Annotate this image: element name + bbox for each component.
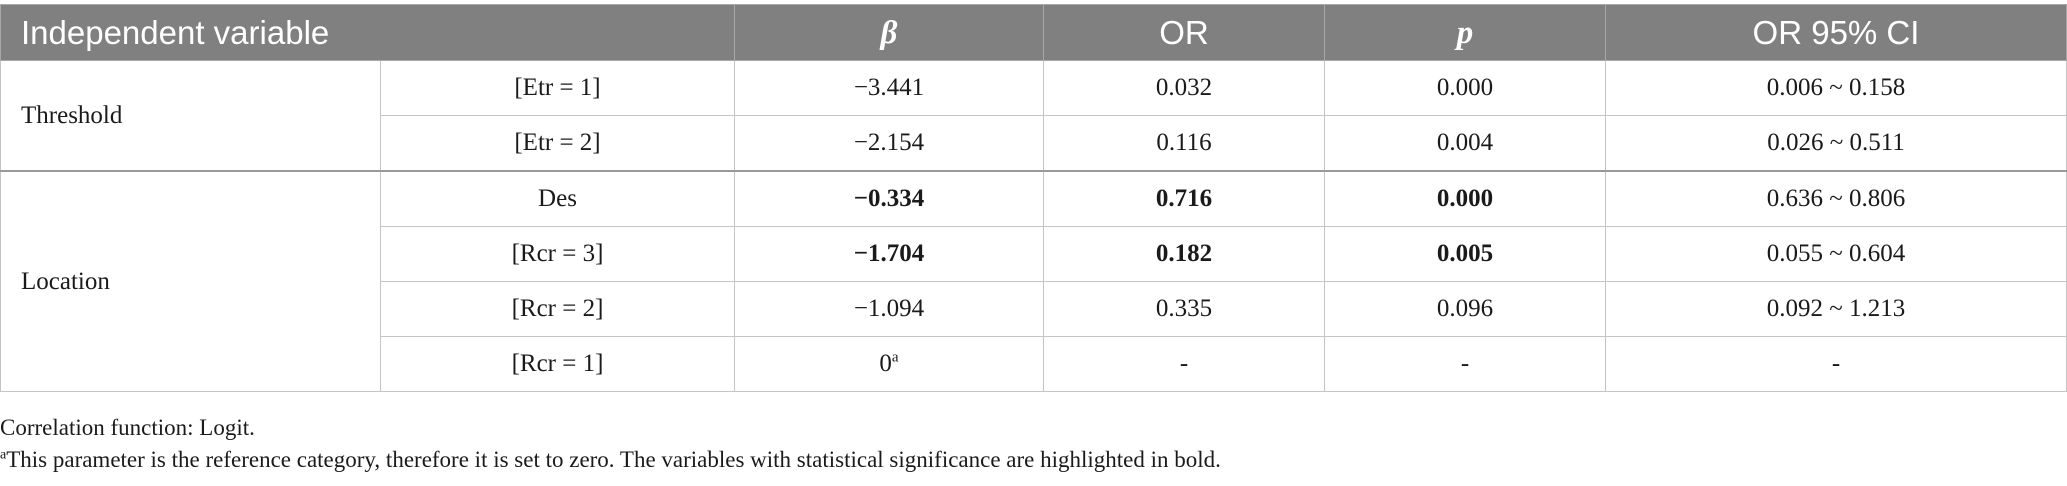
- cell-variable: Des: [380, 170, 735, 227]
- cell-beta: −2.154: [734, 115, 1044, 172]
- cell-beta: −0.334: [734, 170, 1044, 227]
- cell-ci: 0.026 ~ 0.511: [1605, 115, 2067, 172]
- cell-beta: −1.704: [734, 226, 1044, 282]
- cell-p: 0.004: [1324, 115, 1606, 172]
- header-or: OR: [1043, 4, 1325, 61]
- cell-variable: [Etr = 1]: [380, 60, 735, 116]
- group-label-location: Location: [0, 170, 381, 392]
- cell-p: 0.005: [1324, 226, 1606, 282]
- cell-ci: 0.636 ~ 0.806: [1605, 170, 2067, 227]
- cell-p: 0.000: [1324, 170, 1606, 227]
- footnote-marker: a: [0, 447, 7, 463]
- cell-p: -: [1324, 336, 1606, 392]
- correlation-note: Correlation function: Logit.: [0, 415, 255, 440]
- header-row: Independent variable β OR p OR 95% CI: [0, 4, 2067, 61]
- cell-beta: 0a: [734, 336, 1044, 392]
- cell-or: 0.335: [1043, 281, 1325, 337]
- cell-beta-value: 0: [879, 350, 892, 377]
- cell-or: 0.032: [1043, 60, 1325, 116]
- cell-or: 0.182: [1043, 226, 1325, 282]
- header-p-label: p: [1456, 15, 1474, 51]
- cell-p: 0.096: [1324, 281, 1606, 337]
- table-row: [Rcr = 3] −1.704 0.182 0.005 0.055 ~ 0.6…: [1, 226, 2067, 282]
- table-row: [Rcr = 1] 0a - - -: [1, 336, 2067, 392]
- group-label-threshold: Threshold: [0, 60, 381, 172]
- table-notes: Correlation function: Logit. aThis param…: [0, 412, 2067, 476]
- regression-table-container: Independent variable β OR p OR 95% CI Th…: [0, 4, 2067, 392]
- cell-beta: −1.094: [734, 281, 1044, 337]
- cell-ci: 0.006 ~ 0.158: [1605, 60, 2067, 116]
- cell-ci: 0.055 ~ 0.604: [1605, 226, 2067, 282]
- header-independent-variable: Independent variable: [0, 4, 735, 61]
- header-ci: OR 95% CI: [1605, 4, 2067, 61]
- cell-variable: [Rcr = 1]: [380, 336, 735, 392]
- footnote-marker: a: [891, 349, 899, 366]
- table-row: Threshold [Etr = 1] −3.441 0.032 0.000 0…: [0, 60, 2067, 172]
- footnote: aThis parameter is the reference categor…: [0, 444, 2067, 476]
- footnote-text: This parameter is the reference category…: [6, 447, 1221, 472]
- cell-variable: [Rcr = 2]: [380, 281, 735, 337]
- table-row: [Rcr = 2] −1.094 0.335 0.096 0.092 ~ 1.2…: [1, 281, 2067, 337]
- cell-variable: [Etr = 2]: [380, 115, 735, 172]
- cell-ci: -: [1605, 336, 2067, 392]
- cell-p: 0.000: [1324, 60, 1606, 116]
- cell-or: 0.716: [1043, 170, 1325, 227]
- header-p: p: [1324, 4, 1606, 61]
- regression-table: Independent variable β OR p OR 95% CI Th…: [0, 4, 2067, 392]
- cell-variable: [Rcr = 3]: [380, 226, 735, 282]
- table-row: Location Des −0.334 0.716 0.000 0.636 ~ …: [0, 170, 2067, 392]
- header-beta-label: β: [880, 15, 898, 51]
- cell-or: -: [1043, 336, 1325, 392]
- cell-or: 0.116: [1043, 115, 1325, 172]
- cell-ci: 0.092 ~ 1.213: [1605, 281, 2067, 337]
- cell-beta: −3.441: [734, 60, 1044, 116]
- header-beta: β: [734, 4, 1044, 61]
